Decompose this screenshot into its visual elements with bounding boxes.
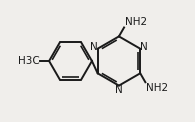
Text: NH2: NH2 [146, 83, 168, 93]
Text: H3C: H3C [18, 56, 40, 66]
Text: N: N [140, 42, 148, 52]
Text: N: N [115, 85, 123, 95]
Text: N: N [90, 42, 98, 52]
Text: NH2: NH2 [125, 17, 147, 27]
